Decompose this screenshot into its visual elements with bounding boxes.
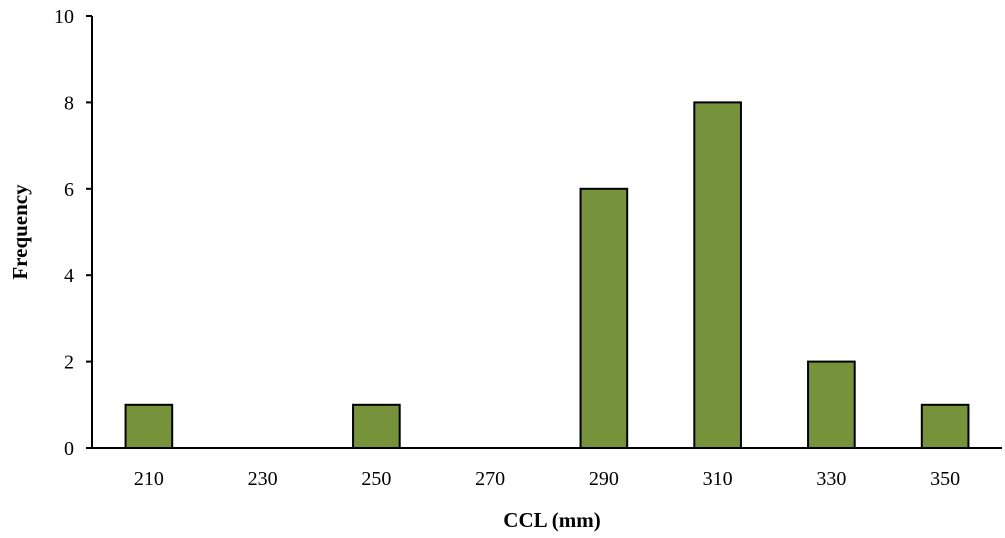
y-tick-label: 2 — [64, 352, 74, 374]
x-tick-label: 310 — [703, 468, 733, 490]
y-tick-label: 6 — [64, 179, 74, 201]
y-axis-title: Frequency — [8, 184, 32, 280]
bar-series — [124, 101, 970, 450]
bar-350 — [920, 403, 970, 449]
bar-250 — [352, 403, 401, 449]
y-tick-label: 4 — [64, 265, 74, 287]
x-tick-label: 350 — [930, 468, 960, 490]
bar-330 — [807, 360, 856, 450]
bar-310 — [693, 101, 742, 450]
y-tick-label: 0 — [64, 438, 74, 460]
y-tick-label: 10 — [54, 6, 74, 28]
x-axis-ticks: 210 230 250 270 290 310 330 350 — [134, 468, 960, 490]
x-tick-label: 230 — [248, 468, 278, 490]
x-tick-label: 210 — [134, 468, 164, 490]
x-tick-label: 290 — [589, 468, 619, 490]
bar-210 — [124, 403, 174, 449]
x-tick-label: 330 — [816, 468, 846, 490]
bar-290 — [579, 187, 629, 450]
y-tick-label: 8 — [64, 92, 74, 114]
x-axis-title: CCL (mm) — [503, 508, 600, 532]
y-axis-ticks: 0 2 4 6 8 10 — [54, 6, 92, 460]
x-tick-label: 270 — [475, 468, 505, 490]
x-tick-label: 250 — [361, 468, 391, 490]
